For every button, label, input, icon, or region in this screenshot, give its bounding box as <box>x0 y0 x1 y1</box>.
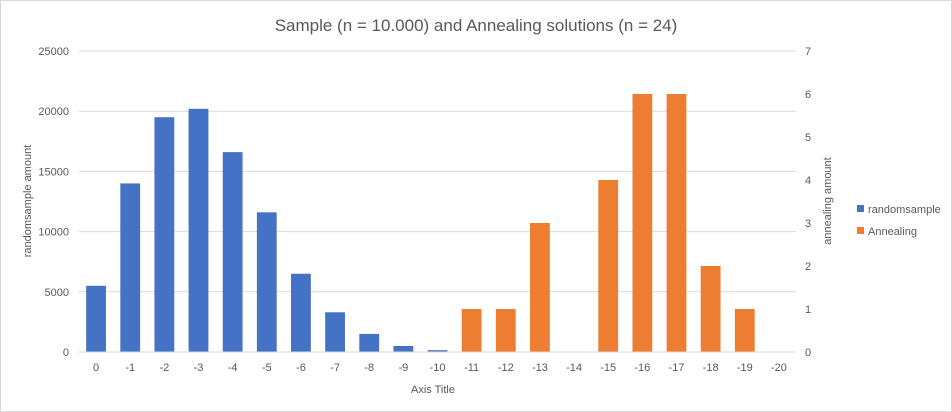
y-axis-title: randomsample amount <box>22 145 34 258</box>
bar-annealing <box>666 94 687 352</box>
y2-tick-label: 4 <box>805 175 811 187</box>
bar-randomsample <box>393 345 414 352</box>
y-tick-label: 15000 <box>38 166 69 178</box>
y2-tick-label: 5 <box>805 132 811 144</box>
x-tick-label: -10 <box>430 362 446 374</box>
x-tick-label: -9 <box>398 362 408 374</box>
legend-swatch <box>857 205 864 212</box>
bar-randomsample <box>325 312 345 352</box>
bar-randomsample <box>256 212 277 352</box>
y2-axis-ticks: 0 1 2 3 4 5 6 7 <box>805 46 811 359</box>
x-tick-label: -13 <box>532 362 548 374</box>
x-tick-label: -2 <box>159 362 169 374</box>
bar-randomsample <box>154 117 175 352</box>
y-tick-label: 5000 <box>45 287 69 299</box>
chart-title: Sample (n = 10.000) and Annealing soluti… <box>275 16 678 35</box>
gridlines <box>79 50 796 293</box>
x-tick-label: -15 <box>600 362 616 374</box>
bar-annealing <box>461 309 482 352</box>
x-tick-label: -19 <box>737 362 753 374</box>
y2-tick-label: 1 <box>805 304 811 316</box>
y2-tick-label: 3 <box>805 218 811 230</box>
bar-annealing <box>632 94 653 352</box>
y2-tick-label: 6 <box>805 89 811 101</box>
y-tick-label: 0 <box>63 347 69 359</box>
x-tick-label: -14 <box>566 362 582 374</box>
bar-annealing <box>598 180 619 352</box>
x-tick-label: -7 <box>330 362 340 374</box>
x-tick-label: -20 <box>771 362 787 374</box>
bar-randomsample <box>359 333 380 352</box>
y2-tick-label: 7 <box>805 46 811 58</box>
y2-axis-title: annealing amount <box>822 157 834 244</box>
bars <box>86 94 755 353</box>
bar-annealing <box>495 309 516 352</box>
x-axis-title: Axis Title <box>411 384 455 396</box>
legend-label: randomsample <box>868 204 941 216</box>
x-tick-label: -11 <box>464 362 479 374</box>
legend-label: Annealing <box>868 226 917 238</box>
legend-swatch <box>857 227 864 234</box>
x-tick-label: -6 <box>296 362 306 374</box>
x-tick-label: -18 <box>703 362 719 374</box>
bar-annealing <box>530 223 550 352</box>
y2-tick-label: 2 <box>805 261 811 273</box>
x-tick-label: -1 <box>125 362 135 374</box>
bar-randomsample <box>188 108 209 353</box>
x-tick-label: -4 <box>228 362 238 374</box>
y-axis-ticks: 0 5000 10000 15000 20000 25000 <box>38 46 69 359</box>
bar-randomsample <box>427 350 448 352</box>
bar-annealing <box>734 309 755 352</box>
y-tick-label: 20000 <box>38 106 69 118</box>
bar-randomsample <box>291 273 311 352</box>
y2-tick-label: 0 <box>805 347 811 359</box>
y-tick-label: 10000 <box>38 227 69 239</box>
x-tick-label: -3 <box>194 362 204 374</box>
bar-randomsample <box>86 285 106 352</box>
y-tick-label: 25000 <box>38 46 69 58</box>
x-tick-label: -17 <box>669 362 685 374</box>
x-tick-label: -12 <box>498 362 514 374</box>
x-tick-label: -5 <box>262 362 272 374</box>
bar-randomsample <box>120 183 141 352</box>
x-axis-ticks: 0 -1 -2 -3 -4 -5 -6 -7 -8 -9 -10 -11 -12 -13 -14 -15 -16… <box>93 362 787 374</box>
bar-randomsample <box>222 152 243 352</box>
x-tick-label: -16 <box>634 362 650 374</box>
x-tick-label: 0 <box>93 362 99 374</box>
legend: randomsample Annealing <box>857 204 941 238</box>
bar-annealing <box>700 266 721 352</box>
x-tick-label: -8 <box>364 362 374 374</box>
